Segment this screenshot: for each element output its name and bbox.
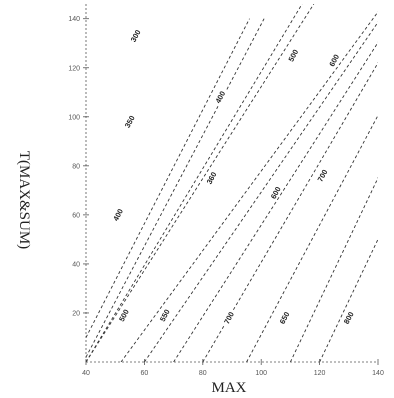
contour-label-background [275,307,293,328]
y-tick-label: 60 [72,212,80,219]
contour-label-background [211,86,229,108]
contour-line-400 [86,4,303,362]
contour-label-background [115,305,132,326]
contour-line-700 [246,114,378,362]
y-tick-label: 140 [68,16,80,23]
contour-label-background [202,167,220,188]
contour-line-800 [319,238,378,362]
contour-label-background [121,111,138,132]
y-tick-label: 40 [72,261,80,268]
x-tick-label: 40 [82,370,90,377]
y-tick-label: 80 [72,163,80,170]
contour-label-background [220,307,237,328]
x-tick-label: 120 [314,370,326,377]
contour-line-650 [202,62,378,362]
x-tick-label: 80 [199,370,207,377]
x-tick-label: 100 [255,370,267,377]
y-tick-label: 100 [68,114,80,121]
contour-label-background [325,50,342,71]
y-axis-title: T(MAX&SUM) [16,151,32,249]
contour-label-background [284,45,302,66]
contour-line-500 [120,11,378,362]
contour-label-background [156,305,173,326]
chart-axes [85,4,378,363]
contour-line-450 [86,4,315,362]
contour-line-300 [86,18,250,338]
contour-label-background [267,182,284,203]
contour-line-350 [86,18,265,358]
contour-lines [86,4,378,362]
contour-line-750 [289,176,378,362]
contour-line-600 [173,41,378,362]
x-tick-label: 140 [372,370,384,377]
contour-label-background [313,165,331,186]
contour-label-background [109,204,126,225]
contour-label-background [127,25,144,46]
x-axis-title: MAX [211,380,246,396]
axis-ticks: 20 40 60 80 100 120 140 40 60 80 100 120 140 [68,16,384,377]
x-tick-label: 60 [141,370,149,377]
contour-line-550 [144,21,378,362]
contour-label-background [340,307,357,328]
y-tick-label: 20 [72,310,80,317]
y-tick-label: 120 [68,65,80,72]
